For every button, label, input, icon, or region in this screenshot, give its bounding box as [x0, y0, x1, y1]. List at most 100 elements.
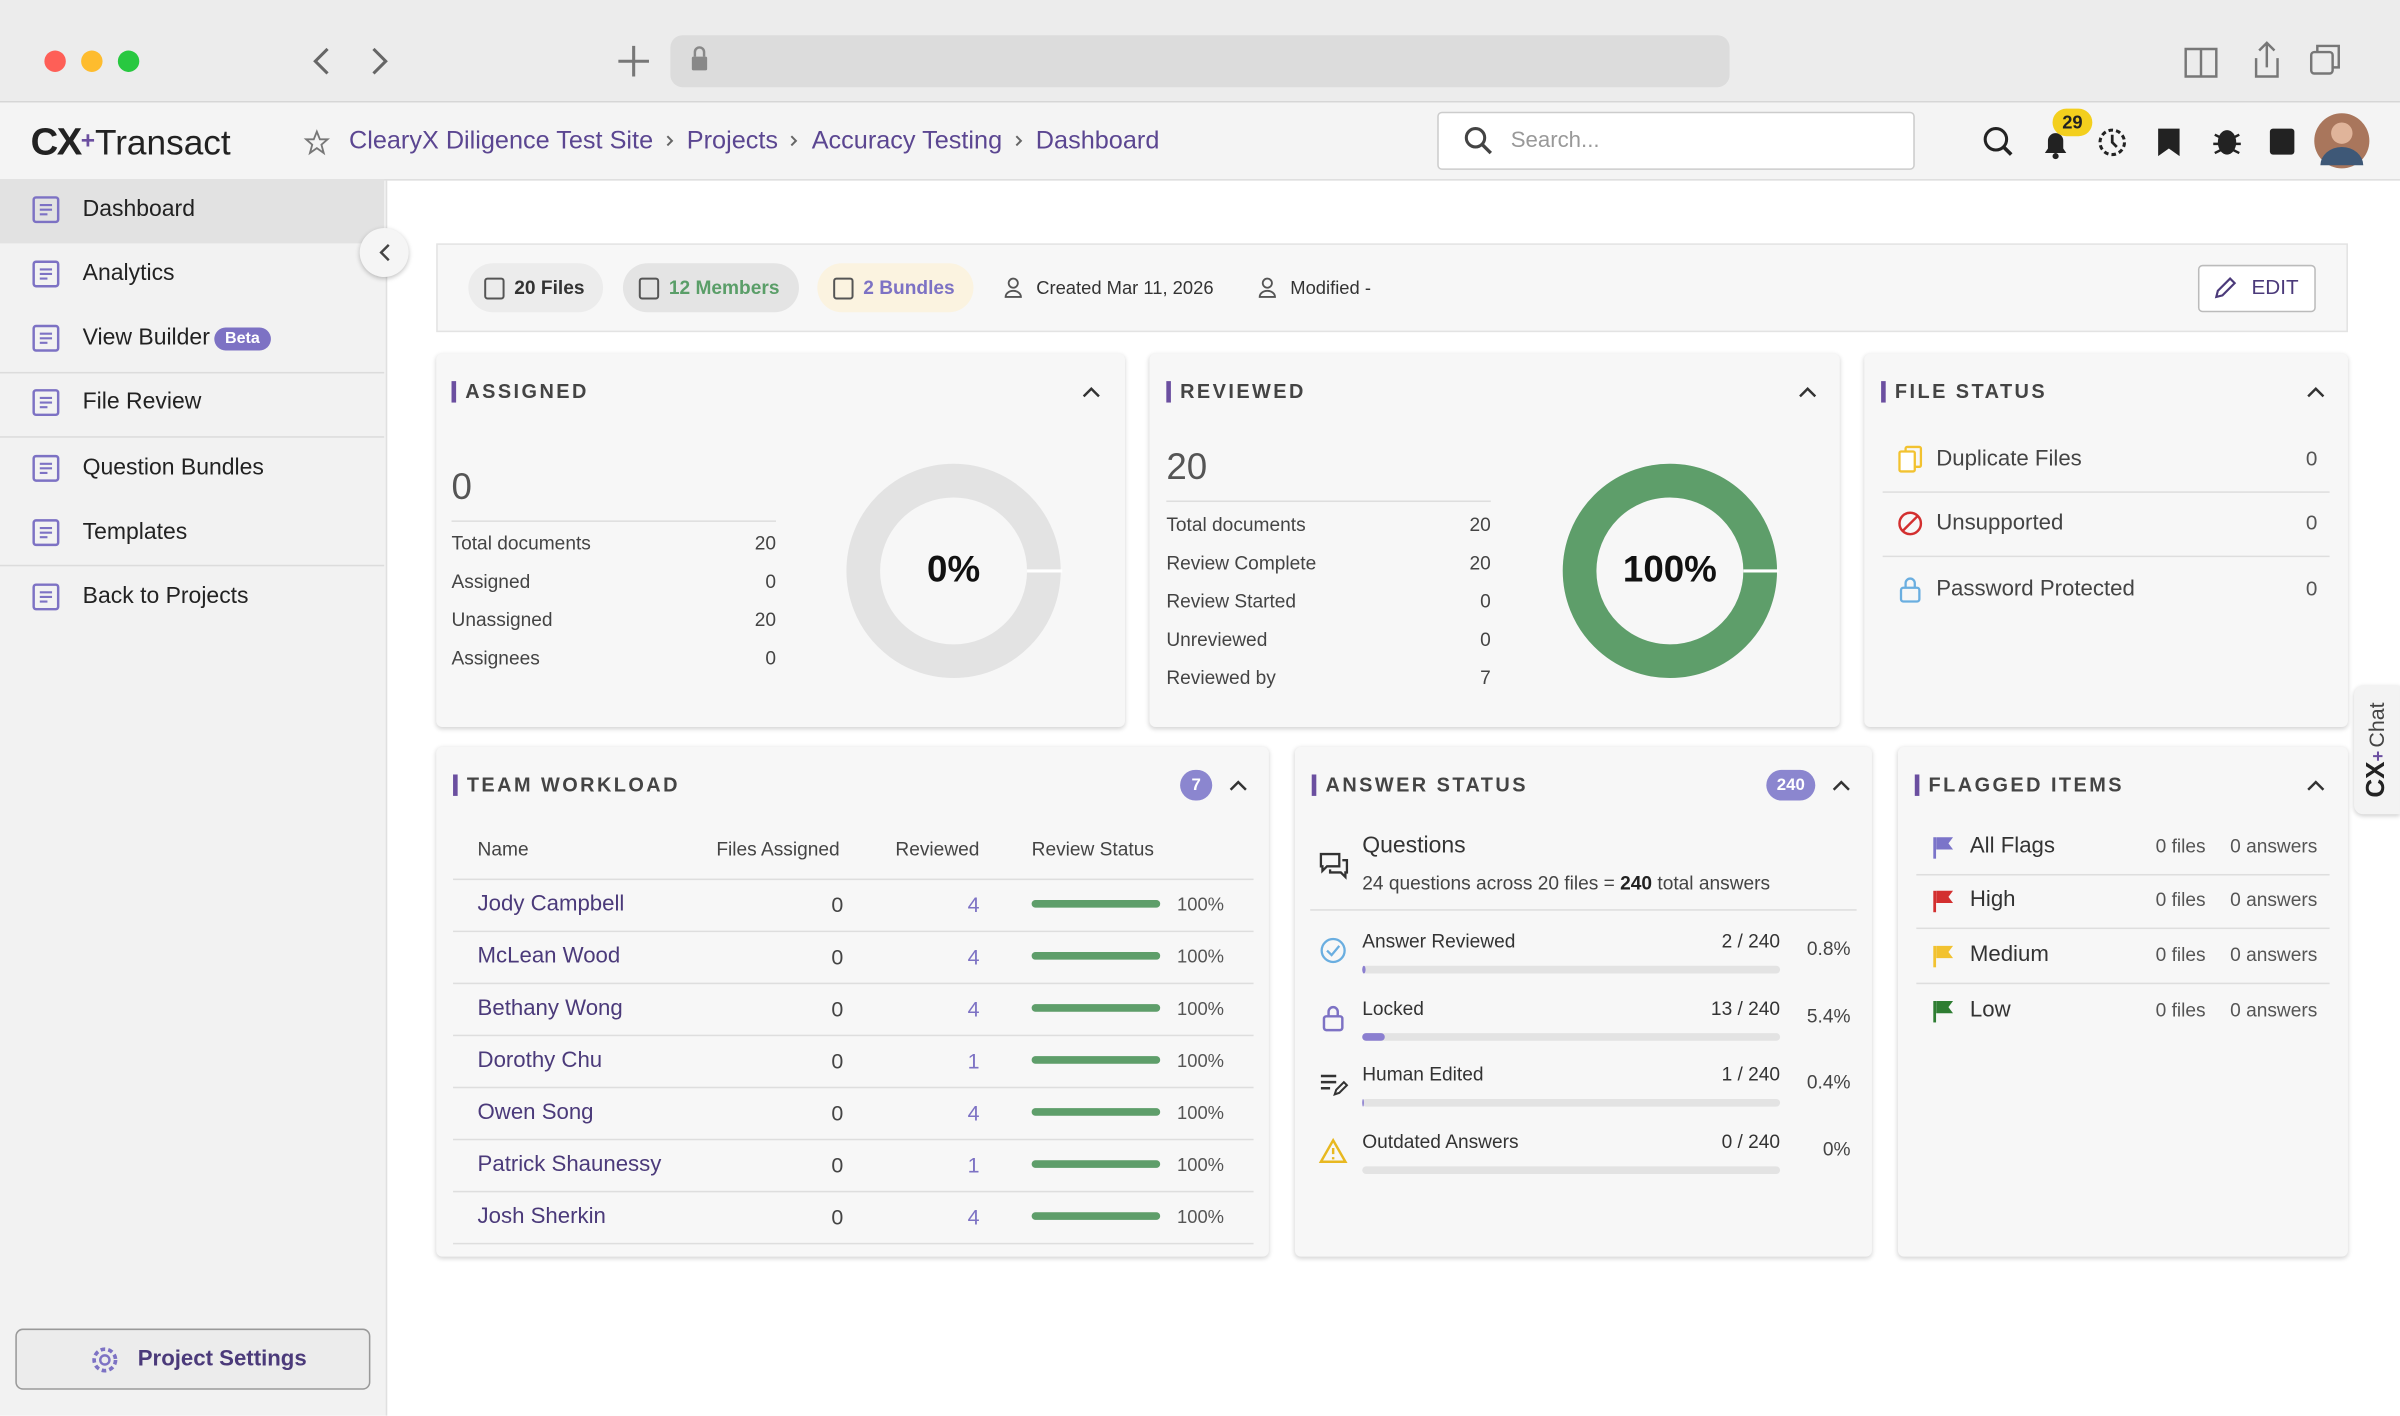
answer-bar — [1362, 1098, 1781, 1107]
settings-label: Project Settings — [137, 1346, 307, 1372]
member-name[interactable]: McLean Wood — [477, 944, 621, 969]
chip-label: 12 Members — [668, 277, 780, 299]
nav-icon — [32, 260, 60, 288]
answer-bar — [1362, 1033, 1781, 1041]
divider — [453, 930, 1254, 933]
collapse-button[interactable] — [359, 228, 409, 278]
reviewed-count: 1 — [967, 1152, 980, 1178]
card — [1864, 353, 2348, 728]
row-value: 20 — [1469, 514, 1491, 536]
card-title: FLAGGED ITEMS — [1914, 774, 2124, 796]
answer-percent: 0% — [1822, 1138, 1851, 1161]
status-percent: 100% — [1177, 945, 1225, 968]
divider — [453, 1242, 1254, 1245]
status-percent: 100% — [1177, 1049, 1225, 1072]
edit-button[interactable] — [2197, 264, 2316, 313]
text: + — [2367, 750, 2389, 762]
files-assigned: 0 — [831, 1048, 844, 1073]
chip-icon — [638, 277, 660, 300]
card-title: ASSIGNED — [451, 380, 589, 403]
flag-label: Medium — [1969, 942, 2049, 968]
nav-icon — [32, 454, 60, 482]
breadcrumb[interactable]: Dashboard — [1035, 127, 1160, 155]
flag-answers: 0 answers — [2230, 889, 2318, 911]
breadcrumb[interactable]: Accuracy Testing — [811, 127, 1003, 155]
chat-tab[interactable] — [2354, 685, 2400, 815]
member-name[interactable]: Dorothy Chu — [477, 1048, 603, 1073]
questions-icon — [1319, 852, 1349, 880]
divider — [453, 1034, 1254, 1037]
row-label: Unassigned — [451, 609, 553, 631]
nav-item[interactable]: Templates — [82, 518, 188, 545]
search-box[interactable] — [1437, 111, 1915, 170]
total: 0 — [451, 466, 472, 509]
chat-tab-label: CX+ Chat — [2360, 702, 2391, 798]
breadcrumb[interactable]: Projects — [686, 127, 779, 155]
divider — [453, 982, 1254, 985]
status-percent: 100% — [1177, 997, 1225, 1020]
text: CX — [2360, 761, 2391, 798]
status-bar — [1031, 1004, 1161, 1012]
browser-controls — [44, 35, 2340, 88]
divider — [0, 371, 385, 374]
favorite-star — [303, 129, 330, 156]
status-icon — [1898, 445, 1923, 473]
row-label: Review Started — [1166, 590, 1297, 613]
answer-bar-track — [1362, 965, 1781, 974]
chip[interactable] — [817, 263, 974, 313]
nav-item[interactable]: Analytics — [82, 260, 175, 287]
divider — [453, 878, 1254, 881]
breadcrumb-separator — [791, 135, 798, 147]
text: Transact — [95, 122, 231, 163]
breadcrumb[interactable]: ClearyX Diligence Test Site — [348, 127, 654, 155]
member-name[interactable]: Owen Song — [477, 1100, 594, 1125]
nav-item[interactable]: Dashboard — [82, 195, 195, 222]
chip[interactable] — [622, 263, 799, 313]
answer-icon — [1320, 937, 1346, 964]
breadcrumb-separator — [1015, 135, 1022, 147]
status-icon — [1898, 511, 1923, 536]
nav-item[interactable]: View Builder — [82, 324, 210, 351]
collapse-chevron — [1082, 387, 1100, 398]
member-name[interactable]: Josh Sherkin — [477, 1204, 606, 1230]
chip-label: 20 Files — [514, 277, 585, 299]
member-name[interactable]: Jody Campbell — [477, 892, 625, 917]
answer-count: 13 / 240 — [1710, 997, 1781, 1020]
row-label: Total documents — [451, 532, 591, 555]
member-name[interactable]: Bethany Wong — [477, 996, 623, 1021]
answer-bar-fill — [1362, 1098, 1364, 1107]
row-value: 0 — [2305, 511, 2318, 535]
nav-item[interactable]: Question Bundles — [82, 454, 264, 481]
chip[interactable] — [468, 263, 604, 313]
questions-title: Questions — [1362, 832, 1466, 859]
card-title: TEAM WORKLOAD — [453, 774, 680, 796]
answer-label: Outdated Answers — [1362, 1131, 1519, 1153]
status-bar — [1031, 1056, 1161, 1064]
files-assigned: 0 — [831, 892, 844, 917]
beta-badge: Beta — [214, 327, 271, 351]
collapse-chevron — [2307, 387, 2325, 398]
search-icon — [1464, 127, 1492, 155]
flag-files: 0 files — [2155, 835, 2206, 858]
nav-item[interactable]: File Review — [82, 388, 202, 415]
member-name[interactable]: Patrick Shaunessy — [477, 1152, 662, 1178]
nav-item[interactable]: Back to Projects — [82, 583, 249, 610]
breadcrumb-separator — [666, 135, 673, 147]
status-bar-fill — [1031, 1108, 1161, 1116]
divider — [453, 1138, 1254, 1141]
text: CX — [30, 120, 83, 164]
text: 240 — [1620, 872, 1653, 894]
divider — [453, 1190, 1254, 1193]
row-value: 0 — [1480, 629, 1491, 651]
text: Chat — [2364, 702, 2389, 748]
count-badge: 240 — [1766, 769, 1816, 801]
card-title: ANSWER STATUS — [1311, 774, 1528, 796]
answer-icon — [1322, 1005, 1344, 1032]
settings-button[interactable] — [15, 1328, 371, 1390]
files-assigned: 0 — [831, 944, 844, 969]
divider — [1916, 982, 2330, 985]
card-title: FILE STATUS — [1881, 380, 2047, 403]
flag-icon — [1933, 945, 1954, 968]
collapse-chevron — [379, 244, 390, 262]
row-label: Reviewed by — [1166, 667, 1276, 689]
